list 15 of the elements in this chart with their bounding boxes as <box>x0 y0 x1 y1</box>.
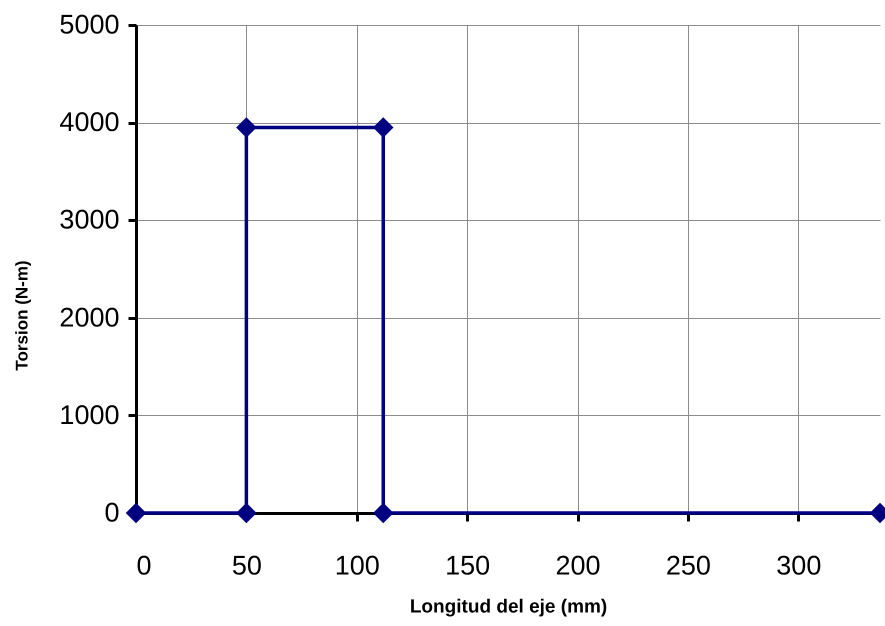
x-tick-label: 100 <box>334 550 380 580</box>
y-tick-label: 2000 <box>59 302 120 332</box>
x-tick-label: 0 <box>136 550 152 580</box>
x-tick-label: 250 <box>666 550 711 580</box>
x-tick-label: 50 <box>232 550 262 580</box>
y-tick-label: 5000 <box>59 10 120 40</box>
y-tick-label: 4000 <box>59 107 120 138</box>
y-axis-title: Torsion (N-m) <box>12 260 32 371</box>
x-tick-label: 150 <box>445 550 490 580</box>
y-tick-label: 3000 <box>59 204 120 235</box>
x-axis-title: Longitud del eje (mm) <box>410 596 608 618</box>
y-tick-label: 1000 <box>59 400 120 430</box>
x-tick-label: 200 <box>556 550 601 580</box>
y-tick-label: 0 <box>104 498 120 528</box>
x-tick-label: 300 <box>776 550 822 580</box>
